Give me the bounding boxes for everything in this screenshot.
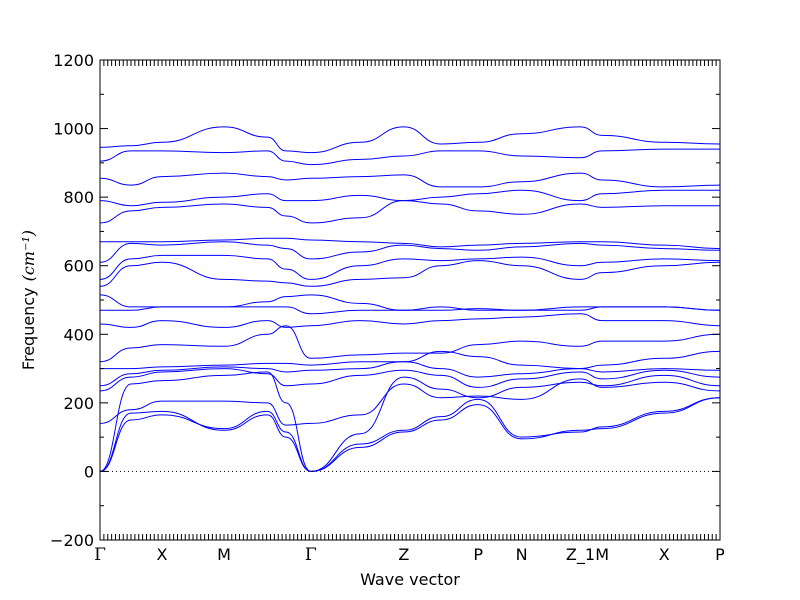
x-axis-label: Wave vector <box>360 570 460 589</box>
band-15 <box>99 200 720 224</box>
band-16 <box>99 189 720 207</box>
x-tick-label: X <box>157 545 168 564</box>
x-tick-label: Γ <box>305 545 317 565</box>
x-tick-label: N <box>516 545 528 564</box>
plot-frame <box>99 59 721 541</box>
band-14 <box>100 237 721 250</box>
y-tick-label: 0 <box>84 462 94 481</box>
axis-labels: Wave vector Frequency (cm⁻¹) <box>19 230 460 589</box>
band-8 <box>99 313 721 328</box>
y-tick-label: −200 <box>50 531 94 550</box>
x-tick-label: Z <box>398 545 409 564</box>
band-0 <box>99 397 721 472</box>
band-13 <box>99 241 721 263</box>
band-10 <box>99 294 721 311</box>
x-tick-label: Z_1 <box>566 545 595 565</box>
x-tick-label: P <box>715 545 725 564</box>
y-tick-label: 1200 <box>53 51 94 70</box>
band-lines <box>99 126 721 472</box>
y-tick-label: 1000 <box>53 120 94 139</box>
y-tick-label: 400 <box>63 325 94 344</box>
x-tick-label: M <box>217 545 231 564</box>
band-17 <box>99 172 721 188</box>
band-18 <box>99 148 720 166</box>
y-tick-label: 800 <box>63 188 94 207</box>
y-axis-label: Frequency (cm⁻¹) <box>19 230 38 370</box>
band-19 <box>99 126 721 154</box>
x-tick-label: Γ <box>94 545 106 565</box>
y-tick-label: 600 <box>63 257 94 276</box>
band-12 <box>99 254 721 280</box>
band-1 <box>99 397 721 472</box>
band-3 <box>99 378 721 426</box>
y-tick-label: 200 <box>63 394 94 413</box>
band-7 <box>99 325 721 363</box>
x-tick-label: P <box>473 545 483 564</box>
band-2 <box>99 371 721 472</box>
band-6 <box>99 350 721 370</box>
band-4 <box>99 368 721 392</box>
band-5 <box>99 361 721 387</box>
y-axis-label-unit: (cm⁻¹) <box>19 230 38 281</box>
x-tick-label: M <box>595 545 609 564</box>
x-tick-label: X <box>659 545 670 564</box>
band-11 <box>99 260 721 287</box>
y-axis-label-text: Frequency <box>19 287 38 370</box>
